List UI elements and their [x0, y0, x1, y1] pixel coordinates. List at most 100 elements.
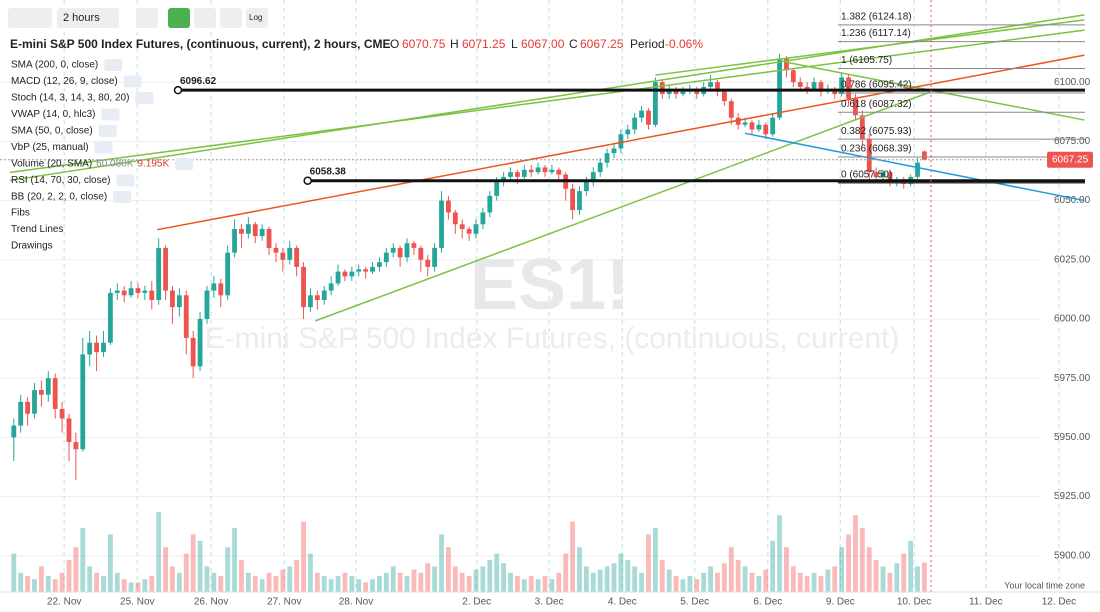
volume-bar: [646, 534, 651, 592]
visibility-toggle[interactable]: [94, 141, 113, 154]
indicator-value: 9.195K: [137, 159, 169, 170]
fib-label: 0.786 (6095.42): [841, 80, 912, 91]
volume-bar: [114, 572, 120, 592]
candle-body: [570, 188, 576, 211]
visibility-toggle[interactable]: [123, 75, 142, 88]
ohlc-key: O: [390, 37, 399, 51]
volume-bar: [570, 521, 576, 592]
candle-body: [708, 82, 713, 87]
visibility-toggle[interactable]: [116, 174, 135, 187]
candle-body: [321, 290, 327, 301]
candle-body: [94, 342, 99, 353]
volume-bar: [66, 560, 72, 592]
candle-body: [349, 271, 355, 277]
candle-body: [114, 290, 120, 293]
candle-body: [204, 290, 210, 319]
trend-line: [315, 91, 931, 322]
volume-bar: [59, 572, 65, 592]
candle-body: [121, 290, 127, 296]
chart-type-button[interactable]: [8, 8, 52, 28]
volume-bar: [397, 572, 403, 592]
volume-bar: [521, 579, 527, 592]
x-tick-label: 26. Nov: [194, 597, 228, 608]
settings-button[interactable]: [136, 8, 158, 28]
volume-bar: [721, 563, 727, 592]
volume-bar: [784, 547, 789, 592]
candle-body: [25, 401, 31, 414]
indicator-label: VWAP (14, 0, hlc3): [11, 109, 95, 120]
candle-body: [487, 195, 493, 213]
x-tick-label: 27. Nov: [267, 597, 301, 608]
volume-bar: [687, 576, 693, 592]
visibility-toggle[interactable]: [135, 92, 154, 104]
volume-bar: [749, 572, 755, 592]
volume-bar: [577, 547, 582, 592]
candle-body: [190, 337, 196, 367]
volume-bar: [597, 569, 603, 592]
volume-bar: [287, 566, 293, 592]
candle-body: [777, 58, 782, 118]
visibility-toggle[interactable]: [113, 191, 132, 203]
volume-bar: [25, 576, 31, 592]
candle-body: [770, 117, 776, 135]
candle-body: [197, 318, 203, 367]
candle-body: [80, 354, 86, 450]
volume-bar: [680, 579, 686, 592]
visibility-toggle[interactable]: [101, 108, 120, 121]
trend-line: [157, 54, 1085, 231]
volume-bar: [170, 566, 175, 592]
watermark-name: E-mini S&P 500 Index Futures, (continuou…: [205, 322, 900, 355]
volume-bar: [542, 576, 548, 592]
header-title: E-mini S&P 500 Index Futures, (continuou…: [10, 37, 391, 51]
x-tick-label: 9. Dec: [826, 597, 855, 608]
crosshair-button[interactable]: [168, 8, 190, 28]
candle-body: [245, 224, 251, 234]
candle-body: [473, 224, 479, 234]
volume-bar: [908, 540, 914, 592]
x-tick-label: 2. Dec: [462, 597, 491, 608]
candle-body: [87, 342, 93, 355]
visibility-toggle[interactable]: [175, 158, 194, 170]
candle-body: [404, 243, 410, 258]
volume-bar: [763, 569, 769, 592]
volume-bar: [915, 566, 920, 592]
candle-body: [535, 167, 541, 173]
volume-bar: [563, 553, 569, 592]
candle-body: [542, 167, 548, 173]
volume-bar: [528, 576, 534, 592]
indicator-value: 60.080K: [96, 159, 134, 170]
candle-body: [439, 200, 444, 248]
interval-select[interactable]: [57, 8, 119, 28]
volume-bar: [480, 566, 486, 592]
candle-body: [853, 98, 858, 116]
candle-body: [880, 172, 886, 177]
volume-bar: [590, 572, 596, 592]
draw-button[interactable]: [220, 8, 242, 28]
section-label: Fibs: [11, 208, 30, 219]
visibility-toggle[interactable]: [98, 125, 117, 137]
candle-body: [335, 271, 341, 284]
candle-body: [411, 243, 417, 248]
y-tick-label: 5925.00: [1054, 491, 1091, 502]
ohlc-key: L: [511, 37, 518, 51]
clock-button[interactable]: [194, 8, 216, 28]
timezone: Your local time zone: [1004, 580, 1085, 590]
volume-bar: [549, 579, 555, 592]
y-tick-label: 6100.00: [1054, 77, 1091, 88]
candle-body: [549, 169, 555, 173]
candle-body: [73, 442, 79, 450]
indicator-label: Stoch (14, 3, 14, 3, 80, 20): [11, 93, 129, 104]
volume-bar: [45, 576, 51, 592]
volume-bar: [811, 572, 817, 592]
volume-bar: [459, 572, 465, 592]
candle-body: [797, 82, 803, 87]
x-tick-label: 4. Dec: [608, 597, 637, 608]
candle-body: [659, 82, 665, 95]
candle-body: [846, 77, 851, 99]
candle-body: [873, 172, 879, 177]
candle-body: [377, 262, 382, 267]
candle-body: [59, 408, 65, 419]
log-button[interactable]: [246, 8, 268, 28]
visibility-toggle[interactable]: [104, 59, 123, 71]
last-price-label: 6067.25: [1052, 154, 1089, 165]
